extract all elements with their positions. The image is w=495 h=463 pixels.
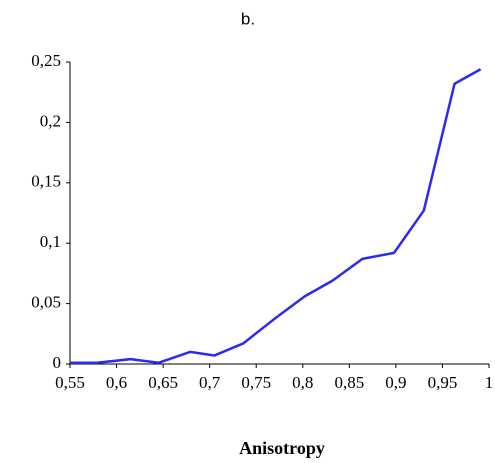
chart-title: b.: [241, 9, 255, 28]
x-tick-label: 1: [485, 373, 494, 392]
y-tick-label: 0,15: [31, 172, 61, 191]
data-line: [70, 68, 482, 365]
x-tick-label: 0,6: [106, 373, 127, 392]
x-axis-label: Anisotropy: [239, 438, 325, 458]
y-tick-label: 0,05: [31, 293, 61, 312]
x-tick-label: 0,85: [334, 373, 364, 392]
x-tick-label: 0,95: [428, 373, 458, 392]
y-tick-label: 0: [53, 353, 62, 372]
x-tick-label: 0,65: [148, 373, 178, 392]
y-tick-label: 0,1: [40, 232, 61, 251]
y-tick-label: 0,25: [31, 51, 61, 70]
x-tick-label: 0,8: [292, 373, 313, 392]
x-tick-label: 0,7: [199, 373, 221, 392]
x-tick-label: 0,55: [55, 373, 85, 392]
x-tick-label: 0,75: [241, 373, 271, 392]
y-tick-label: 0,2: [40, 111, 61, 130]
x-tick-label: 0,9: [385, 373, 406, 392]
